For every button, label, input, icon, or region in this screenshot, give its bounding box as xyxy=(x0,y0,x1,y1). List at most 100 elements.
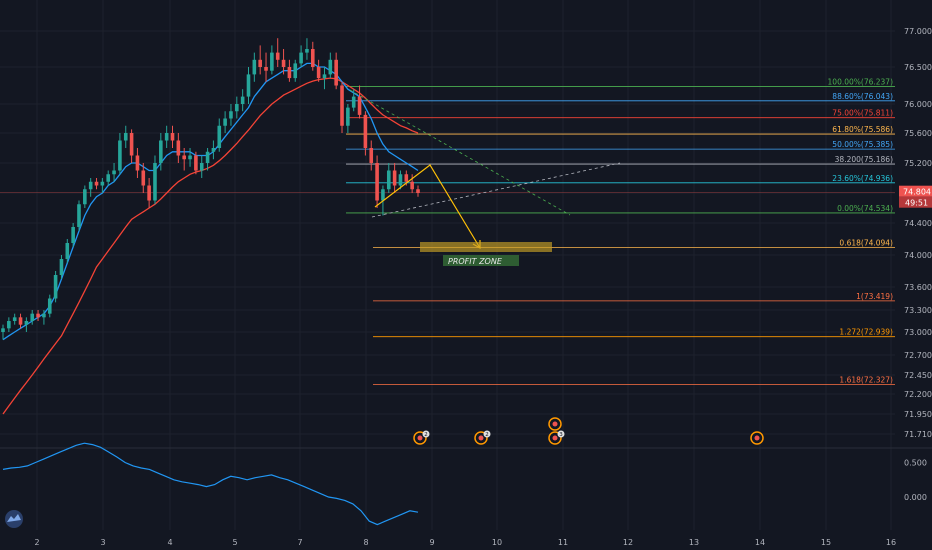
candle-body xyxy=(170,133,175,141)
countdown-box xyxy=(899,196,932,208)
price-tick-label: 73.600 xyxy=(904,283,932,292)
price-tick-label: 74.000 xyxy=(904,251,932,260)
projection-arrow xyxy=(374,164,481,249)
event-icon-dot xyxy=(478,435,484,441)
fib-extension-label: 1(73.419) xyxy=(856,292,893,301)
candle-body xyxy=(310,49,315,67)
fib-level-label: 0.00%(74.534) xyxy=(837,204,893,213)
candle-body xyxy=(217,125,222,148)
price-tick-label: 71.710 xyxy=(904,430,932,439)
candle-body xyxy=(71,227,75,243)
time-tick-label: 5 xyxy=(232,538,237,547)
candle-body xyxy=(334,59,338,86)
candle-body xyxy=(252,59,257,75)
candle-body xyxy=(346,107,350,126)
candle-body xyxy=(199,163,204,171)
profit-zone-label: PROFIT ZONE xyxy=(443,255,519,266)
trend-line-down xyxy=(349,89,571,216)
candle-body xyxy=(211,148,216,152)
price-tick-label: 75.600 xyxy=(904,129,932,138)
candle-body xyxy=(404,174,409,182)
candle-body xyxy=(59,259,64,275)
candle-body xyxy=(246,74,251,97)
time-tick-label: 15 xyxy=(821,538,831,547)
oscillator-line xyxy=(2,442,419,526)
time-tick-label: 7 xyxy=(297,538,302,547)
event-markers[interactable]: 2 3 2 xyxy=(413,417,764,445)
osc-tick-label: 0.000 xyxy=(904,493,927,502)
price-axis[interactable]: 77.00076.50076.00075.60075.20074.80074.4… xyxy=(904,27,932,502)
time-axis[interactable]: 2 3 4 5 7 8 9 10 11 12 13 14 15 16 xyxy=(34,538,896,547)
candle-body xyxy=(129,133,134,156)
event-icon-dot xyxy=(552,421,558,427)
candle-body xyxy=(36,313,40,318)
event-count-badge xyxy=(422,430,430,438)
candle-body xyxy=(410,181,414,190)
fib-level-label: 75.00%(75.811) xyxy=(832,109,893,118)
candle-body xyxy=(398,174,403,186)
event-count-text: 2 xyxy=(424,432,428,438)
candle-body xyxy=(223,118,227,126)
candle-body xyxy=(123,133,128,141)
fib-level-label: 88.60%(76.043) xyxy=(832,92,893,101)
event-icon-dot xyxy=(552,435,558,441)
fib-level-label: 50.00%(75.385) xyxy=(832,140,893,149)
time-tick-label: 4 xyxy=(167,538,172,547)
profit-zone-box xyxy=(420,242,552,252)
candle-body xyxy=(112,170,116,175)
candle-body xyxy=(77,204,81,227)
candle-body xyxy=(118,140,122,171)
candle-body xyxy=(381,189,385,201)
candle-body xyxy=(416,189,420,193)
ema-slow-line xyxy=(2,77,419,415)
osc-tick-label: 0.500 xyxy=(904,459,927,468)
price-tick-label: 72.700 xyxy=(904,351,932,360)
event-icon-dot xyxy=(754,435,760,441)
fib-level-label: 100.00%(76.237) xyxy=(828,77,894,86)
fib-extension-label: 1.272(72.939) xyxy=(839,328,893,337)
candle-body xyxy=(322,74,327,79)
candle-body xyxy=(375,163,379,201)
candle-body xyxy=(147,185,151,201)
candle-body xyxy=(281,59,286,67)
fib-level-label: 23.60%(74.936) xyxy=(832,174,893,183)
candle-body xyxy=(47,298,52,314)
candle-body xyxy=(100,181,105,186)
fib-level-label: 61.80%(75.586) xyxy=(832,125,893,134)
svg-text:PROFIT ZONE: PROFIT ZONE xyxy=(448,257,503,266)
candle-body xyxy=(164,133,169,141)
candles xyxy=(1,38,420,340)
time-tick-label: 12 xyxy=(623,538,633,547)
candle-body xyxy=(340,85,344,126)
price-tick-label: 76.000 xyxy=(904,100,932,109)
fib-extension-label: 0.618(74.094) xyxy=(839,238,893,247)
price-tick-label: 75.200 xyxy=(904,159,932,168)
candle-body xyxy=(328,59,333,75)
candle-body xyxy=(299,52,303,64)
time-tick-label: 8 xyxy=(363,538,368,547)
time-tick-label: 11 xyxy=(558,538,568,547)
tradingview-logo[interactable] xyxy=(5,510,23,528)
countdown-value: 49:51 xyxy=(905,199,928,208)
candle-body xyxy=(159,140,163,163)
candle-body xyxy=(351,96,356,108)
time-tick-label: 10 xyxy=(492,538,502,547)
candle-body xyxy=(240,96,245,104)
candle-body xyxy=(235,104,239,112)
current-price-tag: 74.804 49:51 xyxy=(899,185,932,208)
candle-body xyxy=(229,111,233,119)
price-tick-label: 77.000 xyxy=(904,27,932,36)
time-tick-label: 2 xyxy=(34,538,39,547)
candle-body xyxy=(7,321,11,329)
time-tick-label: 13 xyxy=(689,538,699,547)
candle-body xyxy=(1,328,5,332)
candle-body xyxy=(18,317,23,325)
price-tag-value: 74.804 xyxy=(903,188,931,197)
time-tick-label: 3 xyxy=(100,538,105,547)
candle-body xyxy=(65,243,70,259)
event-count-badge xyxy=(483,430,491,438)
price-tick-label: 71.950 xyxy=(904,410,932,419)
candle-body xyxy=(264,67,268,71)
candle-body xyxy=(287,67,292,79)
